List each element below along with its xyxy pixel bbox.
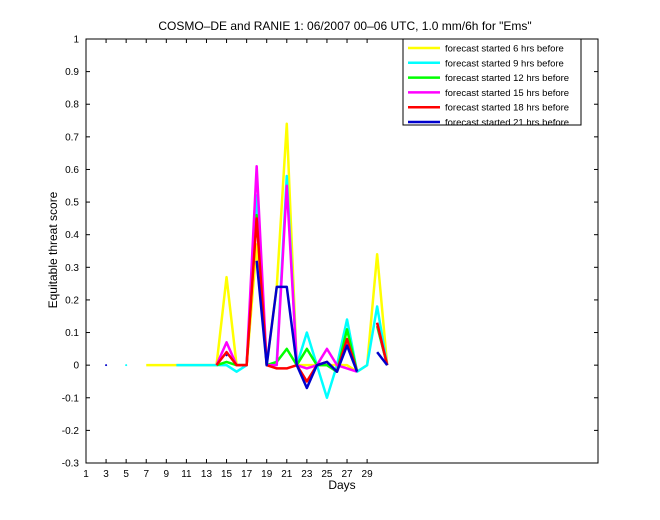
series-6 [105, 260, 389, 390]
data-point [225, 354, 228, 357]
x-tick-label: 3 [103, 469, 109, 480]
series-line [255, 260, 359, 390]
y-axis: -0.3 -0.2 -0.1 0 0.1 0.2 0.3 0.4 0.5 0.6 0.7 0.8 0.9… [62, 35, 598, 470]
x-tick-label: 27 [341, 469, 353, 480]
x-tick-label: 11 [181, 469, 192, 480]
x-tick-label: 25 [321, 469, 333, 480]
x-tick-label: 9 [164, 469, 170, 480]
x-axis-label: Days [328, 478, 355, 492]
legend-label: forecast started 6 hrs before [445, 44, 564, 55]
series-line [376, 351, 389, 366]
y-tick-label: 1 [73, 35, 79, 46]
x-tick-label: 5 [123, 469, 129, 480]
data-point [105, 364, 108, 367]
x-tick-label: 13 [201, 469, 213, 480]
chart-title: COSMO–DE and RANIE 1: 06/2007 00–06 UTC,… [158, 19, 531, 33]
y-tick-label: 0.4 [65, 230, 79, 241]
legend-label: forecast started 12 hrs before [445, 73, 569, 84]
y-tick-label: 0.5 [65, 198, 79, 209]
y-tick-label: 0.8 [65, 100, 79, 111]
legend-label: forecast started 21 hrs before [445, 118, 569, 129]
legend-label: forecast started 18 hrs before [445, 103, 569, 114]
y-axis-label: Equitable threat score [46, 191, 60, 308]
data-point [125, 364, 128, 367]
y-tick-label: 0.9 [65, 67, 79, 78]
y-tick-label: 0.7 [65, 132, 79, 143]
y-tick-label: -0.1 [62, 393, 80, 404]
x-tick-label: 7 [143, 469, 149, 480]
legend: forecast started 6 hrs before forecast st… [402, 38, 582, 129]
x-tick-label: 29 [362, 469, 374, 480]
series-layer [105, 122, 389, 400]
x-tick-label: 1 [83, 469, 89, 480]
y-tick-label: -0.2 [62, 426, 80, 437]
x-tick-label: 19 [261, 469, 273, 480]
y-tick-label: 0.6 [65, 165, 79, 176]
y-tick-label: 0.3 [65, 263, 79, 274]
x-axis: 1 3 5 7 9 11 13 15 17 19 21 23 25 27 29 [83, 39, 373, 480]
y-tick-label: 0.2 [65, 295, 79, 306]
x-tick-label: 17 [241, 469, 253, 480]
x-tick-label: 23 [301, 469, 313, 480]
series-line [375, 322, 389, 366]
legend-box [402, 38, 582, 126]
y-tick-label: -0.3 [62, 459, 80, 470]
x-tick-label: 21 [281, 469, 293, 480]
y-tick-label: 0 [73, 361, 79, 372]
legend-label: forecast started 9 hrs before [445, 58, 564, 69]
y-tick-label: 0.1 [65, 328, 79, 339]
x-tick-label: 15 [221, 469, 233, 480]
legend-label: forecast started 15 hrs before [445, 88, 569, 99]
